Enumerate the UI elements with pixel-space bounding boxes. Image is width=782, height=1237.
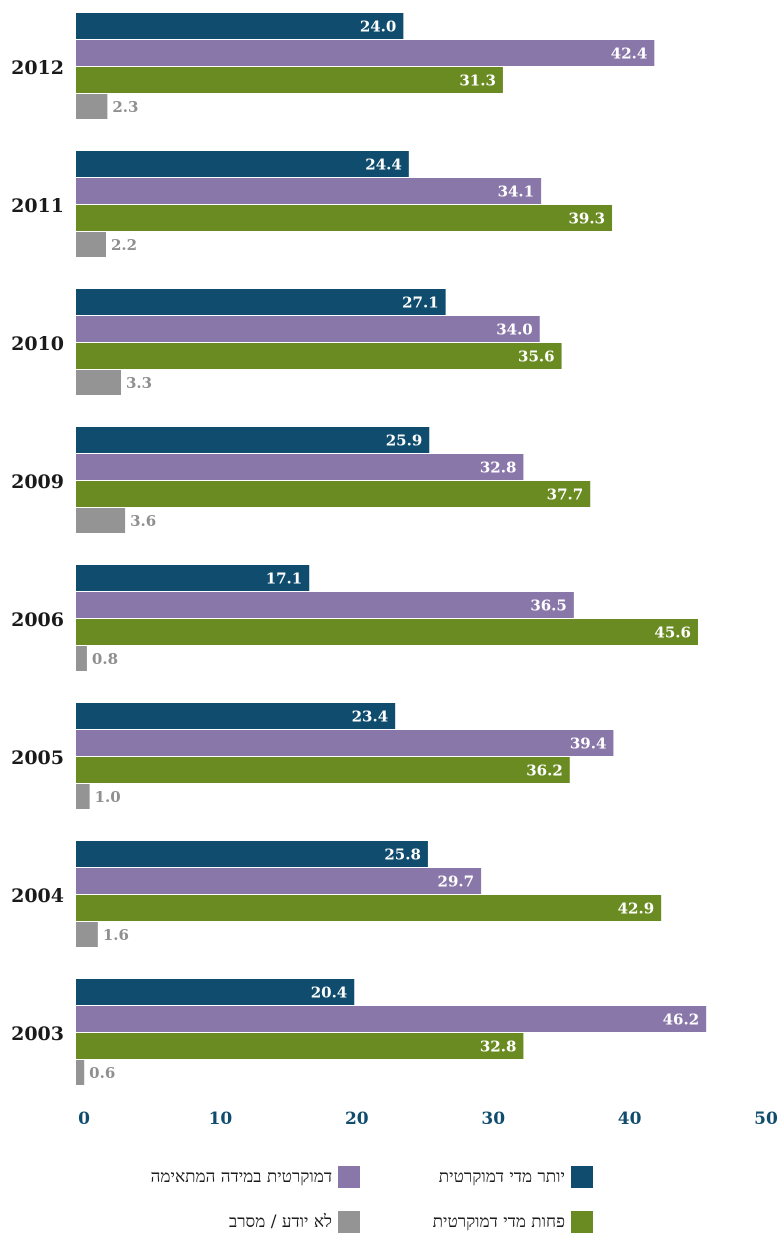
category-label-2004: 2004 bbox=[11, 885, 64, 907]
bar-value-label-2011-series-3: 39.3 bbox=[569, 210, 606, 228]
bar-2010-series-1 bbox=[76, 289, 446, 315]
bar-value-label-2005-series-3: 36.2 bbox=[526, 762, 563, 780]
bar-value-label-2012-series-4: 2.3 bbox=[112, 98, 138, 116]
bar-value-label-2012-series-2: 42.4 bbox=[611, 45, 648, 63]
bar-value-label-2003-series-2: 46.2 bbox=[663, 1011, 700, 1029]
bar-value-label-2006-series-3: 45.6 bbox=[654, 624, 691, 642]
bar-2010-series-3 bbox=[76, 343, 562, 369]
bar-value-label-2009-series-2: 32.8 bbox=[480, 459, 517, 477]
bar-2003-series-1 bbox=[76, 979, 355, 1005]
bar-value-label-2005-series-2: 39.4 bbox=[570, 735, 607, 753]
bar-2006-series-1 bbox=[76, 565, 310, 591]
bar-2006-series-4 bbox=[76, 646, 87, 671]
bar-2004-series-1 bbox=[76, 841, 428, 867]
bar-2010-series-4 bbox=[76, 370, 122, 395]
bar-value-label-2009-series-1: 25.9 bbox=[386, 432, 423, 450]
bar-2011-series-4 bbox=[76, 232, 107, 257]
bar-value-label-2004-series-2: 29.7 bbox=[438, 873, 475, 891]
category-label-2009: 2009 bbox=[11, 471, 64, 493]
category-label-2011: 2011 bbox=[11, 195, 64, 217]
bar-2003-series-3 bbox=[76, 1033, 524, 1059]
bar-value-label-2009-series-3: 37.7 bbox=[547, 486, 584, 504]
bar-value-label-2011-series-4: 2.2 bbox=[111, 236, 137, 254]
bar-value-label-2009-series-4: 3.6 bbox=[130, 512, 156, 530]
bar-2012-series-4 bbox=[76, 94, 108, 119]
x-tick-label-40: 40 bbox=[618, 1109, 642, 1129]
category-label-2005: 2005 bbox=[11, 747, 64, 769]
bar-2006-series-3 bbox=[76, 619, 698, 645]
category-label-2003: 2003 bbox=[11, 1023, 64, 1045]
bar-value-label-2012-series-3: 31.3 bbox=[459, 72, 496, 90]
bar-value-label-2012-series-1: 24.0 bbox=[360, 18, 397, 36]
bar-2010-series-2 bbox=[76, 316, 540, 342]
bar-value-label-2010-series-3: 35.6 bbox=[518, 348, 555, 366]
bar-2009-series-3 bbox=[76, 481, 591, 507]
category-label-2006: 2006 bbox=[11, 609, 64, 631]
bar-2009-series-1 bbox=[76, 427, 430, 453]
bar-2003-series-2 bbox=[76, 1006, 707, 1032]
bar-2011-series-1 bbox=[76, 151, 409, 177]
bar-2005-series-2 bbox=[76, 730, 614, 756]
bar-2012-series-2 bbox=[76, 40, 655, 66]
x-tick-label-30: 30 bbox=[481, 1109, 505, 1129]
bar-2004-series-3 bbox=[76, 895, 662, 921]
x-tick-label-20: 20 bbox=[345, 1109, 369, 1129]
bar-value-label-2005-series-1: 23.4 bbox=[352, 708, 389, 726]
bar-value-label-2010-series-2: 34.0 bbox=[496, 321, 533, 339]
x-tick-label-0: 0 bbox=[78, 1109, 90, 1129]
bar-2009-series-2 bbox=[76, 454, 524, 480]
bar-2009-series-4 bbox=[76, 508, 126, 533]
x-tick-label-10: 10 bbox=[209, 1109, 233, 1129]
bar-value-label-2004-series-4: 1.6 bbox=[103, 926, 129, 944]
bar-2003-series-4 bbox=[76, 1060, 85, 1085]
bar-2004-series-2 bbox=[76, 868, 482, 894]
bar-value-label-2003-series-3: 32.8 bbox=[480, 1038, 517, 1056]
bar-value-label-2010-series-4: 3.3 bbox=[126, 374, 152, 392]
bar-value-label-2004-series-1: 25.8 bbox=[384, 846, 421, 864]
bar-value-label-2006-series-1: 17.1 bbox=[266, 570, 303, 588]
bar-value-label-2006-series-2: 36.5 bbox=[530, 597, 567, 615]
bar-2011-series-2 bbox=[76, 178, 542, 204]
bar-value-label-2005-series-4: 1.0 bbox=[95, 788, 121, 806]
bar-2005-series-4 bbox=[76, 784, 90, 809]
category-label-2010: 2010 bbox=[11, 333, 64, 355]
bar-2012-series-3 bbox=[76, 67, 503, 93]
bar-2012-series-1 bbox=[76, 13, 404, 39]
bar-2011-series-3 bbox=[76, 205, 613, 231]
category-label-2012: 2012 bbox=[11, 57, 64, 79]
bar-value-label-2011-series-2: 34.1 bbox=[498, 183, 535, 201]
bar-2005-series-1 bbox=[76, 703, 396, 729]
bar-value-label-2006-series-4: 0.8 bbox=[92, 650, 118, 668]
bar-value-label-2003-series-4: 0.6 bbox=[89, 1064, 115, 1082]
bar-value-label-2004-series-3: 42.9 bbox=[618, 900, 655, 918]
bar-value-label-2010-series-1: 27.1 bbox=[402, 294, 439, 312]
bar-2004-series-4 bbox=[76, 922, 98, 947]
x-tick-label-50: 50 bbox=[754, 1109, 778, 1129]
bar-2006-series-2 bbox=[76, 592, 574, 618]
bar-value-label-2003-series-1: 20.4 bbox=[311, 984, 348, 1002]
bar-value-label-2011-series-1: 24.4 bbox=[365, 156, 402, 174]
bar-2005-series-3 bbox=[76, 757, 570, 783]
